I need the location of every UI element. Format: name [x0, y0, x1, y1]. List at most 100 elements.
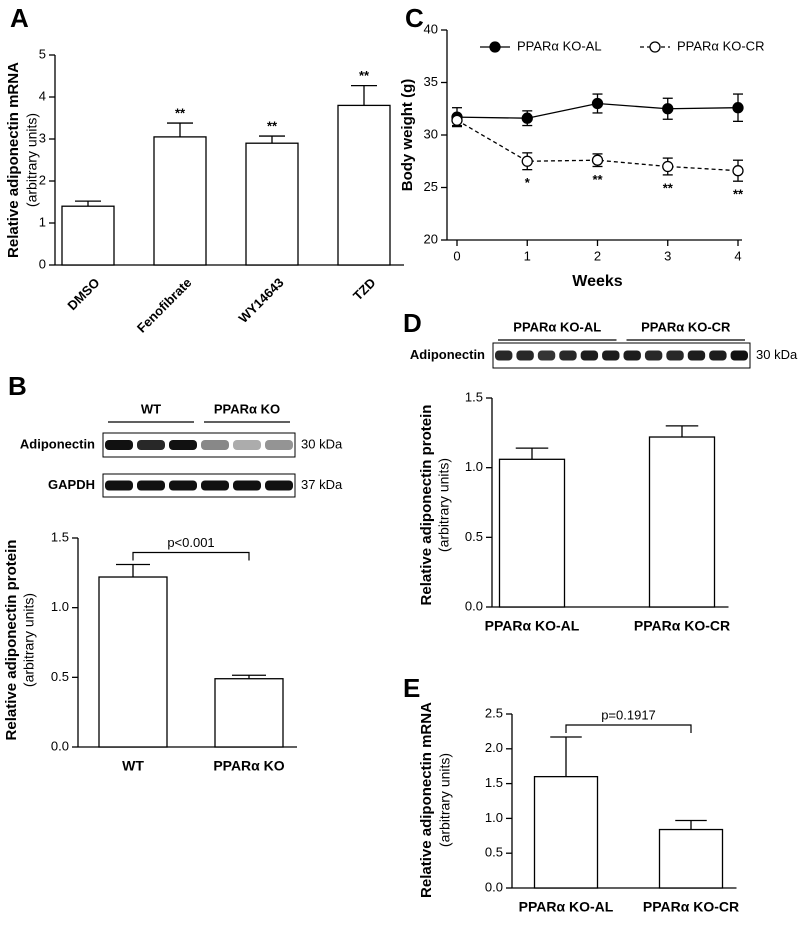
y-tick-label: 5: [39, 46, 46, 61]
bar: [214, 678, 284, 748]
blot-band: [666, 350, 684, 361]
blot-frame: [102, 432, 296, 458]
blot-band: [602, 350, 620, 361]
y-tick-label: 4: [39, 88, 46, 103]
blot-band: [265, 440, 293, 450]
comparison-bracket: [132, 551, 250, 561]
comparison-label: p=0.1917: [601, 707, 656, 722]
marker: [732, 165, 744, 177]
bar: [533, 775, 599, 889]
y-tick-label: 20: [424, 231, 438, 246]
bar: [658, 828, 724, 889]
blot-band: [233, 480, 261, 491]
y-tick-label: 1.5: [465, 389, 483, 404]
blot-band: [137, 440, 165, 450]
x-tick-label: 0: [453, 248, 460, 263]
marker: [591, 154, 604, 166]
blot-band: [105, 480, 133, 491]
bar: [98, 576, 168, 748]
x-tick-label: PPARα KO-CR: [643, 899, 739, 915]
blot-band: [559, 350, 577, 361]
y-tick-label: 35: [424, 74, 438, 89]
marker: [451, 114, 463, 126]
significance: **: [175, 105, 186, 120]
y-tick-label: 30: [424, 126, 438, 141]
y-tick-label: 0.0: [51, 738, 69, 753]
blot-row-label: GAPDH: [48, 477, 95, 492]
blot-size-label: 30 kDa: [301, 436, 343, 451]
y-axis-label: Relative adiponectin mRNA: [5, 62, 22, 258]
blot-band: [201, 440, 229, 450]
x-axis-label: Weeks: [572, 273, 623, 290]
legend-label: PPARα KO-AL: [517, 38, 602, 53]
y-tick-label: 25: [424, 179, 438, 194]
bar: [153, 136, 207, 266]
blot-row-label: Adiponectin: [20, 436, 95, 451]
blot-band: [201, 480, 229, 491]
comparison-label: p<0.001: [167, 535, 214, 550]
marker: [662, 103, 674, 115]
y-tick-label: 2: [39, 172, 46, 187]
blot-band: [265, 480, 293, 491]
bar: [648, 436, 716, 608]
bar: [498, 458, 566, 608]
legend-label: PPARα KO-CR: [677, 38, 764, 53]
x-tick-label: 4: [734, 248, 741, 263]
significance: **: [267, 118, 278, 133]
panel-letter: B: [8, 371, 27, 401]
y-tick-label: 0: [39, 256, 46, 271]
marker: [521, 112, 533, 124]
significance: *: [525, 175, 531, 190]
blot-band: [709, 350, 727, 361]
significance: **: [359, 68, 370, 83]
bar: [245, 142, 299, 266]
significance: **: [733, 187, 744, 202]
blot-band: [169, 440, 197, 450]
y-tick-label: 0.5: [485, 845, 503, 860]
blot-band: [623, 350, 641, 361]
blot-band: [644, 350, 663, 361]
y-tick-label: 0.0: [465, 598, 483, 613]
marker: [732, 102, 744, 114]
blot-band: [169, 480, 197, 491]
blot-size-label: 30 kDa: [756, 347, 798, 362]
x-tick-label: Fenofibrate: [134, 275, 195, 336]
y-tick-label: 2.5: [485, 705, 503, 720]
x-tick-label: PPARα KO-CR: [634, 618, 730, 634]
legend-marker: [649, 41, 661, 53]
y-axis-label: Body weight (g): [399, 79, 416, 192]
y-axis-sublabel: (arbitrary units): [21, 593, 37, 687]
y-tick-label: 0.5: [465, 529, 483, 544]
x-tick-label: PPARα KO-AL: [519, 899, 614, 915]
blot-band: [516, 350, 534, 361]
y-axis-sublabel: (arbitrary units): [436, 458, 452, 552]
y-axis-label: Relative adiponectin protein: [3, 540, 20, 741]
panel-letter: C: [405, 3, 424, 33]
blot-group-label: PPARα KO-AL: [513, 319, 601, 334]
blot-band: [537, 350, 556, 361]
blot-band: [687, 350, 706, 361]
marker: [662, 160, 674, 173]
x-tick-label: PPARα KO-AL: [485, 618, 580, 634]
y-tick-label: 40: [424, 21, 438, 36]
y-tick-label: 1.5: [485, 775, 503, 790]
panel-letter: E: [403, 673, 420, 703]
comparison-bracket: [565, 724, 692, 733]
x-tick-label: TZD: [350, 275, 378, 303]
x-tick-label: PPARα KO: [213, 758, 284, 774]
blot-band: [580, 350, 599, 361]
marker: [521, 155, 533, 167]
bar: [61, 205, 115, 266]
bar: [337, 104, 391, 266]
blot-group-label: PPARα KO-CR: [641, 319, 731, 334]
y-axis-label: Relative adiponectin mRNA: [418, 702, 435, 898]
blot-band: [105, 440, 133, 450]
series-line: [456, 119, 739, 172]
blot-band: [233, 440, 261, 450]
blot-group-label: WT: [141, 401, 161, 416]
panel-letter: A: [10, 3, 29, 33]
significance: **: [663, 180, 674, 195]
x-tick-label: 1: [524, 248, 531, 263]
y-tick-label: 1.0: [465, 459, 483, 474]
